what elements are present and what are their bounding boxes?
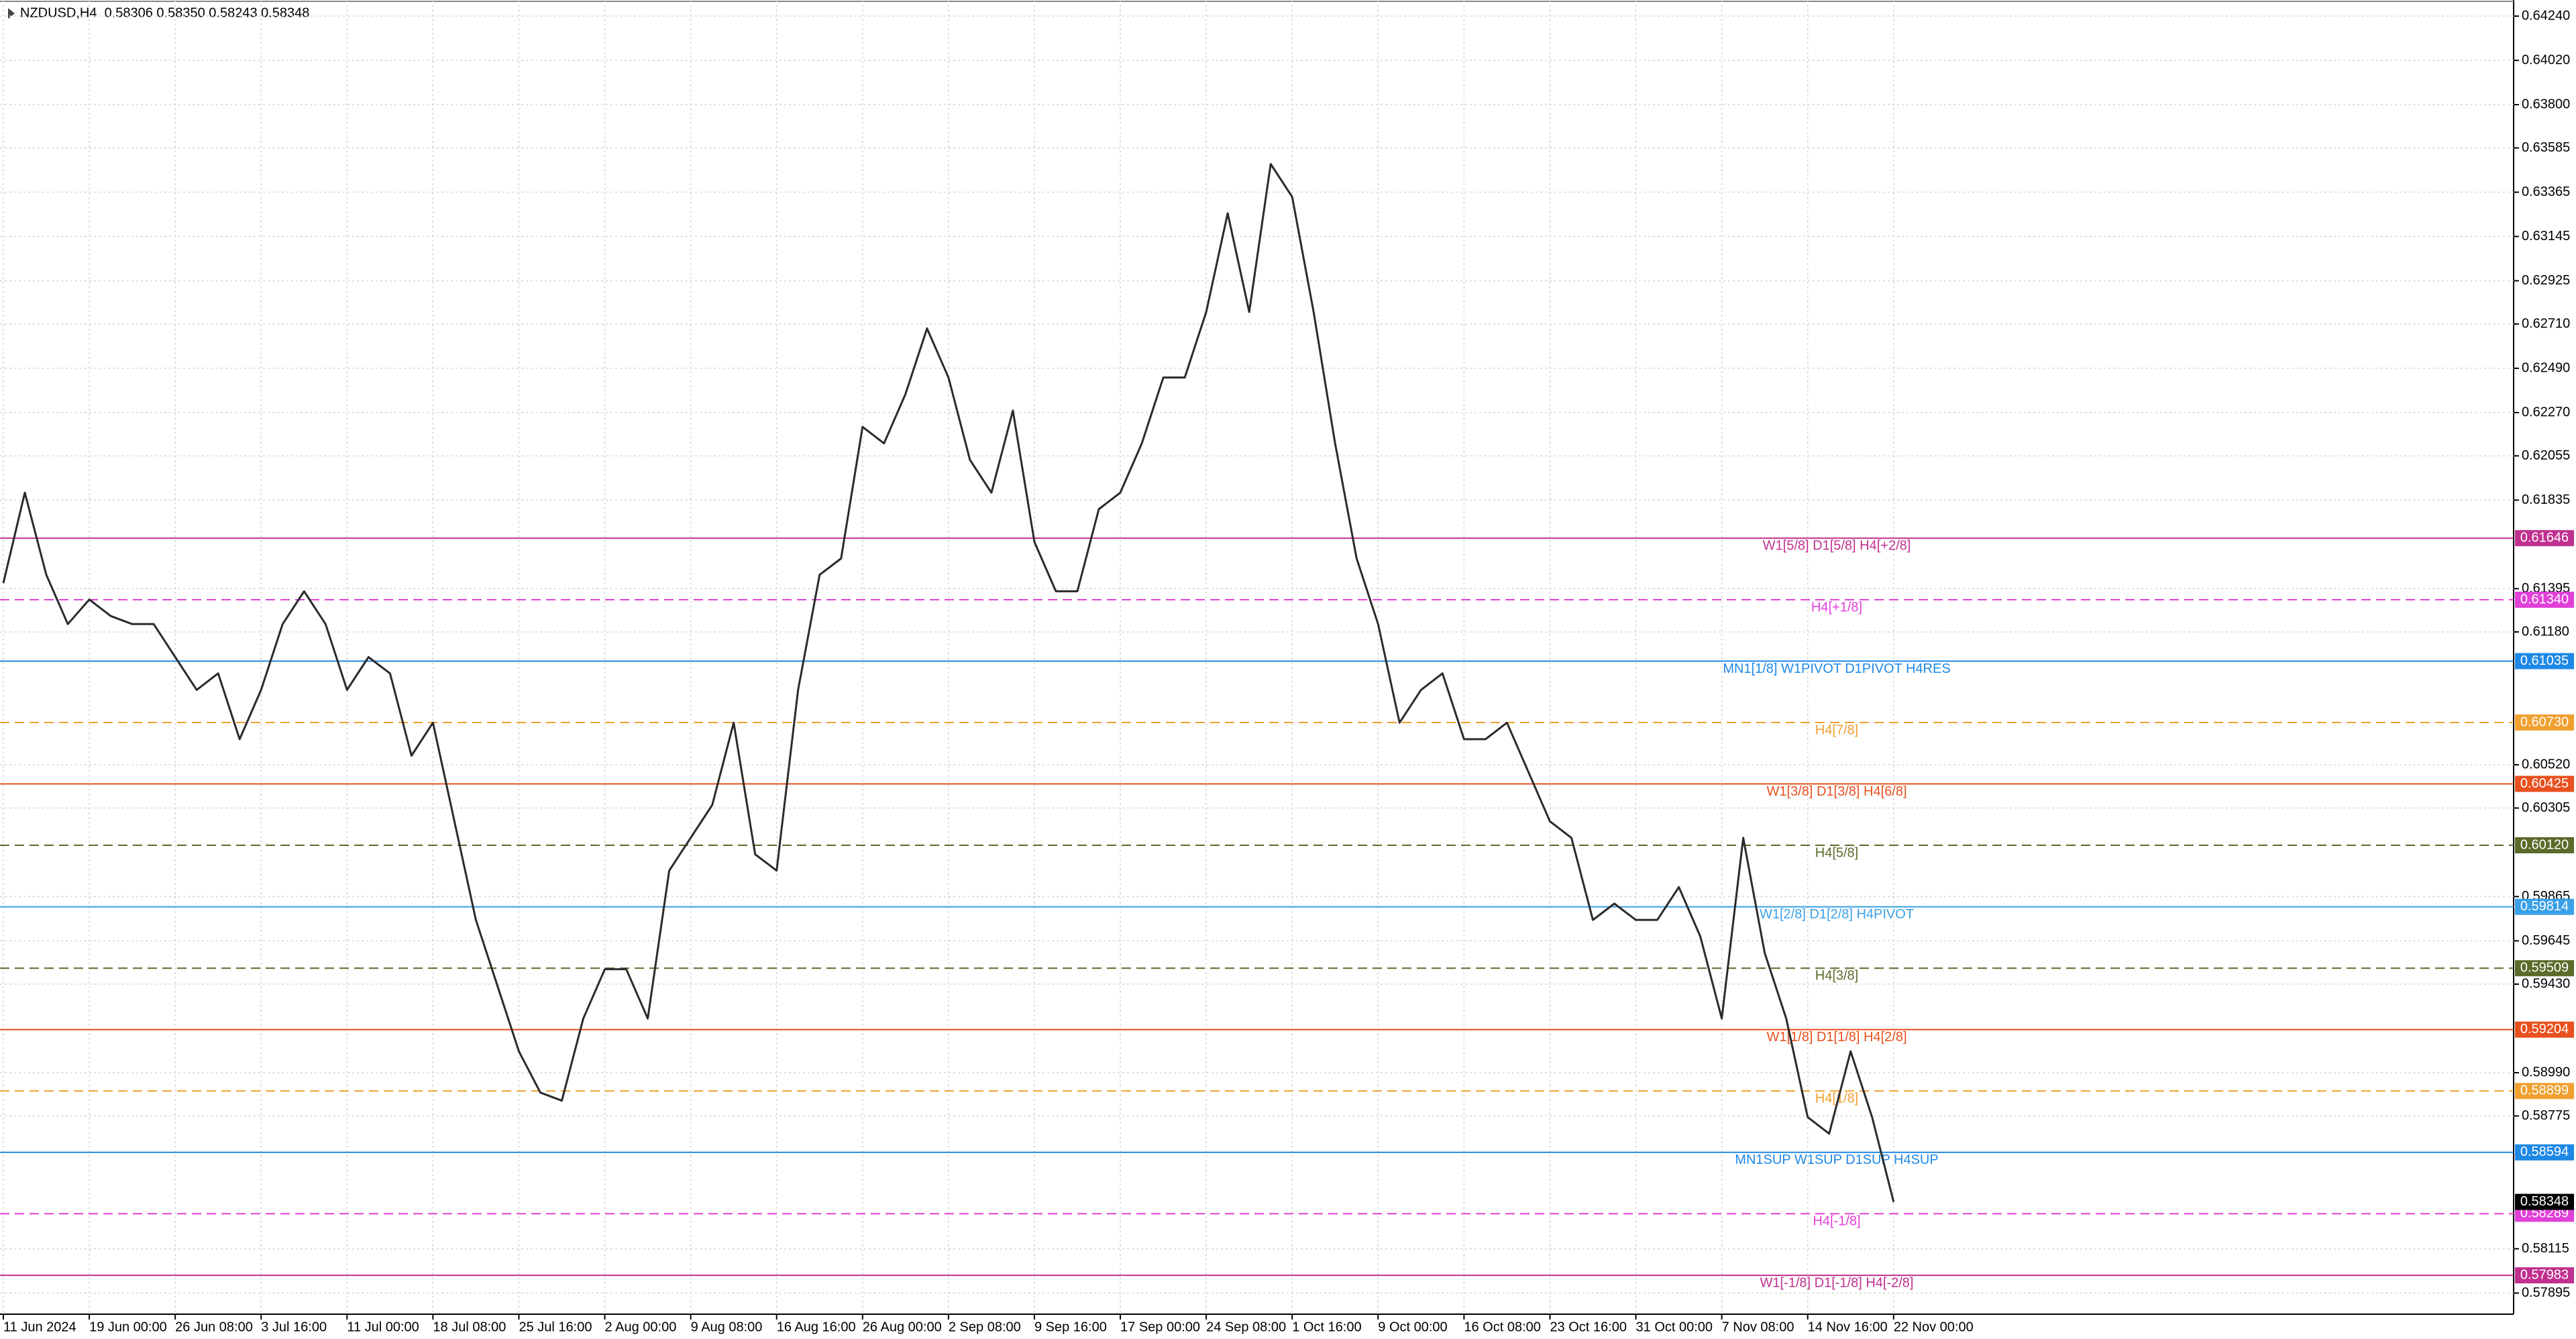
level-label: MN1SUP W1SUP D1SUP H4SUP xyxy=(1735,1153,1938,1167)
y-tick-label: 0.63145 xyxy=(2522,229,2570,244)
level-label: W1[-1/8] D1[-1/8] H4[-2/8] xyxy=(1760,1275,1914,1290)
level-label: W1[2/8] D1[2/8] H4PIVOT xyxy=(1760,907,1914,922)
level-price-box xyxy=(2515,837,2574,853)
level-label: MN1[1/8] W1PIVOT D1PIVOT H4RES xyxy=(1723,661,1950,676)
level-label: H4[-1/8] xyxy=(1813,1214,1860,1229)
y-tick-label: 0.60305 xyxy=(2522,800,2570,815)
x-tick-label: 2 Sep 08:00 xyxy=(949,1320,1021,1334)
level-price-box xyxy=(2515,1083,2574,1100)
y-tick-label: 0.58115 xyxy=(2522,1241,2569,1256)
x-tick-label: 26 Jun 08:00 xyxy=(175,1320,253,1334)
x-tick-label: 7 Nov 08:00 xyxy=(1722,1320,1794,1334)
level-price-box xyxy=(2515,592,2574,608)
level-label: W1[5/8] D1[5/8] H4[+2/8] xyxy=(1763,538,1911,553)
x-tick-label: 9 Aug 08:00 xyxy=(691,1320,763,1334)
x-tick-label: 23 Oct 16:00 xyxy=(1550,1320,1627,1334)
level-price-box xyxy=(2515,775,2574,792)
level-price-label: 0.57983 xyxy=(2520,1267,2569,1282)
x-tick-label: 25 Jul 16:00 xyxy=(519,1320,592,1334)
x-tick-label: 9 Oct 00:00 xyxy=(1378,1320,1447,1334)
level-price-box xyxy=(2515,530,2574,547)
level-price-box xyxy=(2515,653,2574,670)
y-tick-label: 0.58990 xyxy=(2522,1065,2570,1079)
level-price-box xyxy=(2515,1144,2574,1161)
y-tick-label: 0.62055 xyxy=(2522,448,2570,463)
level-price-label: 0.59204 xyxy=(2520,1022,2569,1036)
level-price-label: 0.58594 xyxy=(2520,1144,2569,1159)
level-label: H4[1/8] xyxy=(1815,1091,1858,1106)
x-tick-label: 16 Aug 16:00 xyxy=(777,1320,856,1334)
y-tick-label: 0.64020 xyxy=(2522,52,2570,67)
y-tick-label: 0.57895 xyxy=(2522,1285,2570,1300)
price-line xyxy=(2,163,1895,1202)
level-price-box xyxy=(2515,898,2574,915)
x-tick-label: 1 Oct 16:00 xyxy=(1292,1320,1361,1334)
y-tick-label: 0.63585 xyxy=(2522,140,2570,155)
x-tick-label: 22 Nov 00:00 xyxy=(1894,1320,1974,1334)
y-tick-label: 0.58775 xyxy=(2522,1108,2570,1123)
y-tick-label: 0.60520 xyxy=(2522,757,2570,771)
y-tick-label: 0.62925 xyxy=(2522,273,2570,288)
x-tick-label: 24 Sep 08:00 xyxy=(1206,1320,1286,1334)
level-label: H4[7/8] xyxy=(1815,722,1858,737)
x-tick-label: 16 Oct 08:00 xyxy=(1464,1320,1541,1334)
x-tick-label: 19 Jun 00:00 xyxy=(89,1320,167,1334)
y-tick-label: 0.62710 xyxy=(2522,316,2570,331)
level-price-box xyxy=(2515,714,2574,731)
x-tick-label: 11 Jun 2024 xyxy=(3,1320,76,1334)
level-label: H4[+1/8] xyxy=(1811,600,1862,614)
level-label: H4[3/8] xyxy=(1815,969,1858,983)
level-price-label: 0.60120 xyxy=(2520,837,2569,852)
last-price-label: 0.58348 xyxy=(2520,1194,2569,1209)
y-tick-label: 0.59430 xyxy=(2522,976,2570,991)
x-tick-label: 9 Sep 16:00 xyxy=(1034,1320,1107,1334)
x-tick-label: 26 Aug 00:00 xyxy=(863,1320,942,1334)
level-label: W1[1/8] D1[1/8] H4[2/8] xyxy=(1767,1030,1907,1045)
level-price-label: 0.61035 xyxy=(2520,653,2569,668)
level-price-box xyxy=(2515,1021,2574,1038)
x-tick-label: 17 Sep 00:00 xyxy=(1120,1320,1200,1334)
level-label: H4[5/8] xyxy=(1815,845,1858,860)
x-tick-label: 14 Nov 16:00 xyxy=(1808,1320,1888,1334)
level-price-box xyxy=(2515,960,2574,977)
y-tick-label: 0.63800 xyxy=(2522,97,2570,111)
level-price-label: 0.61646 xyxy=(2520,530,2569,545)
last-price-box xyxy=(2515,1193,2574,1210)
level-label: W1[3/8] D1[3/8] H4[6/8] xyxy=(1767,784,1907,799)
chart-title: NZDUSD,H4 0.58306 0.58350 0.58243 0.5834… xyxy=(20,5,309,20)
x-tick-label: 18 Jul 08:00 xyxy=(433,1320,506,1334)
y-tick-label: 0.61180 xyxy=(2522,624,2569,639)
level-price-label: 0.60730 xyxy=(2520,714,2569,729)
y-tick-label: 0.59645 xyxy=(2522,933,2570,948)
x-tick-label: 2 Aug 00:00 xyxy=(605,1320,677,1334)
level-price-label: 0.61340 xyxy=(2520,592,2569,606)
y-tick-label: 0.64240 xyxy=(2522,8,2570,23)
level-price-label: 0.59814 xyxy=(2520,899,2569,914)
level-price-box xyxy=(2515,1267,2574,1284)
level-price-label: 0.58899 xyxy=(2520,1083,2569,1098)
x-tick-label: 11 Jul 00:00 xyxy=(347,1320,419,1334)
level-price-label: 0.60425 xyxy=(2520,776,2569,791)
x-tick-label: 3 Jul 16:00 xyxy=(261,1320,327,1334)
y-tick-label: 0.61835 xyxy=(2522,492,2570,507)
y-tick-label: 0.62270 xyxy=(2522,405,2570,419)
x-tick-label: 31 Oct 00:00 xyxy=(1636,1320,1713,1334)
y-tick-label: 0.62490 xyxy=(2522,360,2570,375)
level-price-label: 0.59509 xyxy=(2520,961,2569,975)
y-tick-label: 0.63365 xyxy=(2522,184,2570,199)
